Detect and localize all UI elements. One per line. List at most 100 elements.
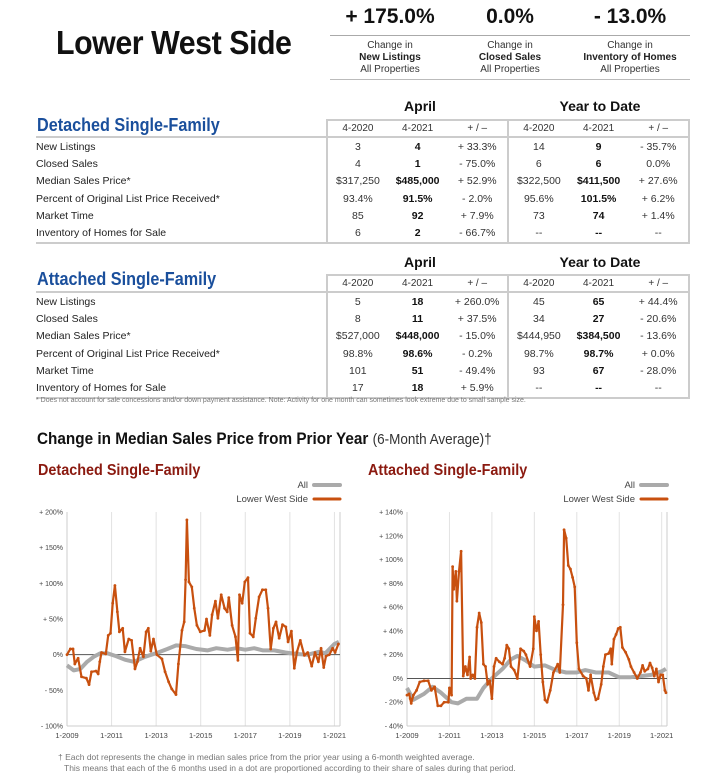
data-point xyxy=(409,702,413,705)
data-point xyxy=(87,683,91,687)
data-point xyxy=(657,680,660,684)
charts-heading-main: Change in Median Sales Price from Prior … xyxy=(37,429,369,448)
cell-value: 73 xyxy=(506,207,569,225)
cell-value: 6 xyxy=(595,157,602,170)
cell-value: - 20.6% xyxy=(628,310,690,328)
column-header: + / – xyxy=(628,274,690,293)
data-point xyxy=(477,611,481,615)
column-header: 4-2021 xyxy=(387,119,448,138)
data-point xyxy=(290,629,293,633)
data-point xyxy=(459,549,463,553)
data-point xyxy=(650,666,654,670)
data-point xyxy=(522,649,526,653)
data-point xyxy=(243,580,247,584)
data-point xyxy=(254,616,258,620)
table-row: Median Sales Price* $317,250 $485,000 + 52.… xyxy=(36,172,690,190)
column-header: 4-2021 xyxy=(387,274,448,293)
data-point xyxy=(405,693,409,697)
data-point xyxy=(331,646,335,650)
cell-value: -- xyxy=(568,224,629,244)
page-title: Lower West Side xyxy=(56,24,292,61)
cell-value: -- xyxy=(568,379,629,399)
column-header: 4-2020 xyxy=(325,274,388,293)
kpi-label: All Properties xyxy=(480,64,540,75)
table-row: New Listings 3 4 + 33.3% 14 9 - 35.7% xyxy=(36,137,690,156)
cell-value: $317,250 xyxy=(326,172,388,190)
table-header-row: 4-2020 4-2021 + / –4-2020 4-2021 + / – xyxy=(36,119,690,138)
y-tick-label: + 20% xyxy=(383,652,403,659)
data-point xyxy=(177,662,180,666)
data-point xyxy=(324,654,328,658)
data-point xyxy=(448,686,451,690)
divider xyxy=(330,79,690,80)
x-tick-label: 1-2009 xyxy=(395,731,418,740)
data-point xyxy=(501,662,504,666)
data-point xyxy=(130,639,134,642)
data-point xyxy=(607,652,611,655)
data-point xyxy=(117,630,121,634)
data-point xyxy=(415,688,418,692)
data-point xyxy=(543,698,547,702)
data-point xyxy=(426,679,430,683)
data-point xyxy=(174,693,178,697)
kpi-value: + 175.0% xyxy=(345,5,435,28)
kpi-label: Closed Sales xyxy=(478,52,542,63)
legend-label: All xyxy=(297,480,308,491)
data-point xyxy=(184,578,187,582)
x-tick-label: 1-2017 xyxy=(565,731,588,740)
cell-value: + 260.0% xyxy=(454,295,500,308)
y-tick-label: + 140% xyxy=(379,510,403,517)
row-label: Inventory of Homes for Sale xyxy=(36,379,327,399)
data-point xyxy=(479,621,483,624)
chart-title: Attached Single-Family xyxy=(368,462,528,479)
data-point xyxy=(192,606,196,610)
column-header: + / – xyxy=(447,274,508,293)
column-header: 4-2020 xyxy=(326,119,388,138)
kpi-new-listings: + 175.0% Change in New Listings All Prop… xyxy=(330,4,450,76)
data-point xyxy=(512,668,516,672)
series-lower-west-side-line xyxy=(406,528,667,707)
data-point xyxy=(612,637,616,641)
data-point xyxy=(577,667,581,671)
data-point xyxy=(475,625,479,629)
cell-value: 1 xyxy=(414,157,421,170)
data-point xyxy=(604,653,607,657)
data-point xyxy=(238,593,241,597)
y-tick-label: + 200% xyxy=(39,510,63,517)
x-tick-label: 1-2013 xyxy=(480,731,503,740)
cell-value: 95.6% xyxy=(506,189,569,208)
data-point xyxy=(484,665,487,668)
data-point xyxy=(214,599,217,603)
data-point xyxy=(269,647,273,651)
data-point xyxy=(587,688,590,692)
cell-value: + 0.0% xyxy=(628,344,690,363)
cell-value: 91.5% xyxy=(402,192,433,205)
data-point xyxy=(599,682,603,686)
data-point xyxy=(646,667,650,671)
data-point xyxy=(144,630,148,634)
data-point xyxy=(627,658,631,661)
data-point xyxy=(236,658,240,662)
data-point xyxy=(573,585,577,589)
cell-value: -- xyxy=(628,379,690,399)
data-point xyxy=(488,679,492,683)
legend-label: Lower West Side xyxy=(236,494,308,505)
data-point xyxy=(571,575,574,579)
kpi-label: Inventory of Homes xyxy=(583,52,677,63)
data-point xyxy=(104,652,108,656)
footnote-line: This means that each of the 6 months use… xyxy=(64,763,516,773)
column-header: + / – xyxy=(628,119,690,138)
data-point xyxy=(519,647,522,651)
data-point xyxy=(614,633,618,636)
column-header: 4-2020 xyxy=(506,274,569,293)
cell-value: 45 xyxy=(506,292,569,311)
kpi-label: New Listings xyxy=(359,52,421,63)
data-point xyxy=(436,704,440,708)
data-point xyxy=(286,640,290,644)
data-point xyxy=(73,662,77,666)
table-row: Market Time 85 92 + 7.9% 73 74 + 1.4% xyxy=(36,207,690,225)
cell-value: - 66.7% xyxy=(447,224,508,244)
cell-value: $448,000 xyxy=(395,330,440,343)
data-point xyxy=(507,647,511,651)
data-point xyxy=(663,688,667,692)
